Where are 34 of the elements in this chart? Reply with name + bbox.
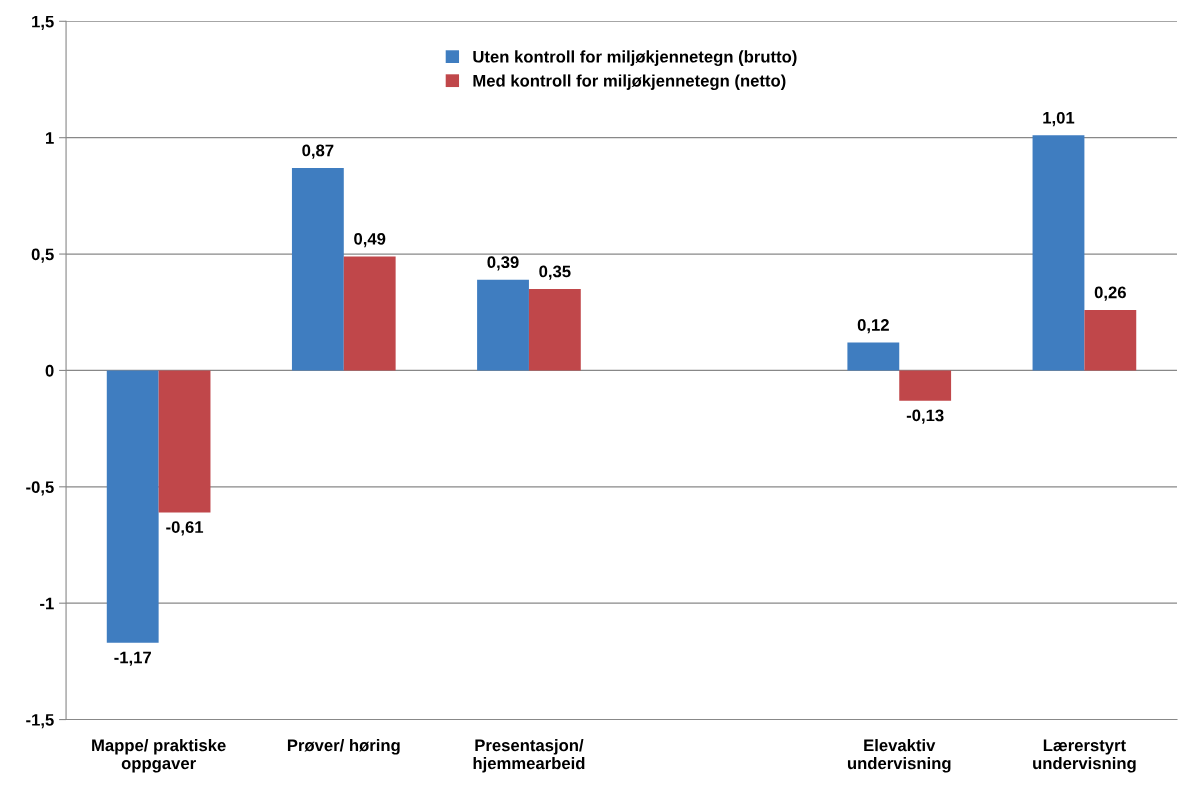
data-label: -1,17 — [114, 651, 151, 666]
bar — [158, 370, 211, 513]
data-label: 0,87 — [302, 144, 334, 159]
y-tick-label: -0,5 — [26, 481, 54, 496]
y-tick-label: -1,5 — [26, 714, 54, 729]
data-label: 0,12 — [857, 319, 889, 334]
bar — [291, 167, 344, 371]
x-tick-label: Lærerstyrt undervisning — [1033, 739, 1136, 773]
bar — [528, 288, 581, 371]
y-tick-label: -1 — [40, 597, 54, 610]
y-tick-label: 0 — [45, 364, 54, 377]
y-tick-label: 1 — [46, 132, 54, 144]
x-tick-label: Elevaktiv undervisning — [847, 739, 951, 773]
bar — [343, 256, 396, 371]
data-label: 1,01 — [1043, 111, 1075, 127]
bar — [106, 370, 159, 643]
bar — [899, 370, 952, 401]
bar — [477, 279, 529, 371]
bar — [847, 342, 900, 371]
data-label: 0,35 — [539, 265, 571, 280]
y-tick-label: 0,5 — [31, 248, 54, 263]
x-tick-label: Prøver/ høring — [287, 739, 400, 755]
y-tick-label: 1,5 — [32, 15, 54, 30]
x-tick-label: Presentasjon/ hjemmearbeid — [473, 739, 585, 773]
data-label: 0,39 — [487, 256, 519, 271]
bar — [1032, 135, 1085, 371]
data-label: 0,26 — [1094, 286, 1126, 301]
data-label: -0,13 — [906, 409, 944, 424]
legend-label: Med kontroll for miljøkjennetegn (netto) — [473, 74, 786, 90]
legend-label: Uten kontroll for miljøkjennetegn (brutto) — [473, 50, 797, 66]
x-tick-label: Mappe/ praktiske oppgaver — [92, 739, 226, 773]
bar — [1084, 309, 1137, 371]
data-label: -0,61 — [166, 521, 204, 536]
data-label: 0,49 — [354, 232, 386, 248]
